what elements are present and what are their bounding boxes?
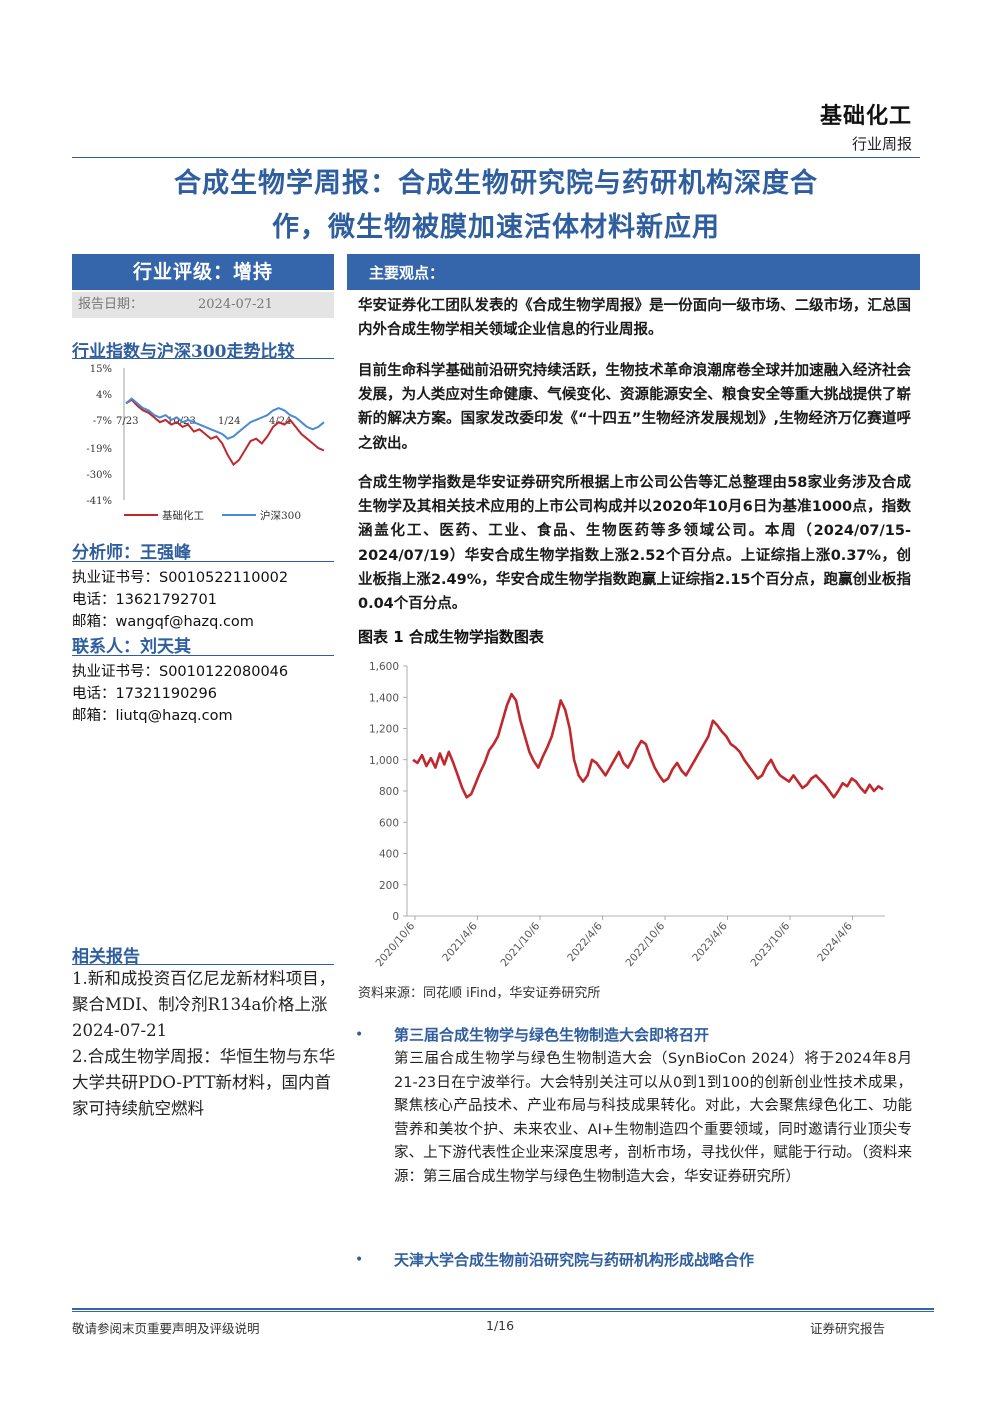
report-title: 合成生物学周报：合成生物研究院与药研机构深度合 作，微生物被膜加速活体材料新应用 [72, 162, 920, 250]
related-divider [72, 964, 334, 965]
y-tick-label: 800 [379, 786, 399, 798]
news-body: 第三届合成生物学与绿色生物制造大会（SynBioCon 2024）将于2024年… [394, 1051, 912, 1185]
x-tick-label: 4/24 [269, 416, 291, 427]
analyst-cert-number: S0010522110002 [159, 570, 289, 586]
x-tick-label: 2023/4/6 [690, 920, 730, 964]
analyst-cert: 执业证书号：S0010522110002 [72, 566, 288, 587]
related-report-item[interactable]: 1.新和成投资百亿尼龙新材料项目，聚合MDI、制冷剂R134a价格上涨 2024… [72, 969, 336, 1040]
series-line [125, 398, 325, 467]
y-tick-label: 1,600 [369, 661, 399, 673]
contact-cert-number: S0010122080046 [159, 664, 289, 680]
contact-cert-label: 执业证书号： [72, 664, 159, 680]
x-tick-label: 7/23 [116, 416, 138, 427]
title-line-1: 合成生物学周报：合成生物研究院与药研机构深度合 [174, 168, 818, 199]
analyst-email-address[interactable]: wangqf@hazq.com [115, 614, 254, 630]
analyst-phone: 电话：13621792701 [72, 588, 217, 609]
x-tick-label: 2022/10/6 [623, 920, 667, 969]
legend-label: 基础化工 [162, 509, 204, 522]
analyst-email-label: 邮箱： [72, 614, 116, 630]
date-label: 报告日期： [78, 297, 144, 312]
contact-divider [72, 655, 334, 656]
x-tick-label: 2024/4/6 [815, 920, 855, 964]
paragraph-intro: 华安证券化工团队发表的《合成生物学周报》是一份面向一级市场、二级市场，汇总国内外… [358, 298, 911, 339]
footer-disclaimer: 敬请参阅末页重要声明及评级说明 [72, 1321, 260, 1336]
y-tick-label: 600 [379, 817, 399, 829]
page-number: 1/16 [486, 1318, 515, 1333]
report-type: 行业周报 [851, 135, 912, 153]
x-tick-label: 2021/10/6 [498, 920, 542, 969]
title-line-2: 作，微生物被膜加速活体材料新应用 [272, 212, 720, 243]
y-tick-label: 1,000 [369, 755, 399, 767]
contact-phone: 电话：17321190296 [72, 682, 217, 703]
news-title[interactable]: 天津大学合成生物前沿研究院与药研机构形成战略合作 [394, 1251, 755, 1269]
y-tick-label: 400 [379, 849, 399, 861]
analyst-email: 邮箱：wangqf@hazq.com [72, 610, 254, 631]
news-title[interactable]: 第三届合成生物学与绿色生物制造大会即将召开 [394, 1026, 710, 1044]
contact-heading: 联系人：刘天其 [72, 637, 191, 657]
y-tick-label: -7% [93, 416, 112, 427]
footer-divider [72, 1308, 934, 1310]
related-reports-list: 1.新和成投资百亿尼龙新材料项目，聚合MDI、制冷剂R134a价格上涨 2024… [72, 966, 342, 1122]
contact-email-label: 邮箱： [72, 708, 116, 724]
rating-box: 行业评级：增持 [72, 254, 334, 290]
header-divider [72, 157, 920, 158]
report-category: 基础化工 [819, 103, 912, 129]
y-tick-label: 4% [96, 390, 112, 401]
figure-source: 资料来源：同花顺 iFind，华安证券研究所 [358, 986, 601, 1001]
synbio-index-chart: 0 200 400 600 800 1,000 1,200 1,400 1,600 2020/10… [369, 661, 885, 969]
series-line [125, 397, 325, 440]
bullet-icon: • [355, 1027, 364, 1043]
y-tick-label: 1,200 [369, 724, 399, 736]
footer-label: 证券研究报告 [810, 1321, 886, 1336]
x-tick-label: 2020/10/6 [373, 920, 417, 969]
x-tick-label: 2021/4/6 [440, 920, 480, 964]
trend-chart-divider [72, 358, 334, 359]
footer-divider-thin [72, 1311, 934, 1312]
related-report-item[interactable]: 2.合成生物学周报：华恒生物与东华大学共研PDO-PTT新材料，国内首家可持续航… [72, 1047, 336, 1118]
contact-cert: 执业证书号：S0010122080046 [72, 660, 288, 681]
main-points-heading: 主要观点： [347, 254, 920, 290]
y-tick-label: 200 [379, 880, 399, 892]
y-tick-label: 1,400 [369, 692, 399, 704]
related-reports-heading: 相关报告 [72, 947, 140, 967]
contact-email: 邮箱：liutq@hazq.com [72, 704, 233, 725]
analyst-heading: 分析师：王强峰 [72, 543, 191, 563]
report-date-box: 报告日期： 2024-07-21 [72, 292, 334, 318]
figure-title: 图表 1 合成生物学指数图表 [358, 628, 544, 646]
contact-phone-number: 17321190296 [115, 686, 217, 702]
y-tick-label: 0 [392, 911, 399, 923]
report-date: 2024-07-21 [198, 297, 273, 312]
x-tick-label: 1/24 [218, 416, 240, 427]
analyst-divider [72, 561, 334, 562]
trend-chart-title: 行业指数与沪深300走势比较 [72, 342, 295, 362]
bullet-icon: • [355, 1252, 364, 1268]
contact-email-address[interactable]: liutq@hazq.com [115, 708, 233, 724]
analyst-cert-label: 执业证书号： [72, 570, 159, 586]
index-line [412, 692, 884, 799]
y-tick-label: 15% [90, 364, 112, 375]
paragraph-index: 合成生物学指数是华安证券研究所根据上市公司公告等汇总整理由58家业务涉及合成生物… [358, 475, 911, 613]
y-tick-label: -19% [86, 444, 112, 455]
contact-phone-label: 电话： [72, 686, 116, 702]
y-tick-label: -41% [86, 496, 112, 507]
legend-label: 沪深300 [260, 509, 301, 522]
x-tick-label: 2023/10/6 [748, 920, 792, 969]
trend-chart: 15%4%-7%-19%-30%-41%7/23 10/23 1/24 4/24基础化… [86, 364, 325, 522]
paragraph-background: 目前生命科学基础前沿研究持续活跃，生物技术革命浪潮席卷全球并加速融入经济社会发展… [358, 363, 911, 452]
x-tick-label: 2022/4/6 [565, 920, 605, 964]
analyst-phone-label: 电话： [72, 592, 116, 608]
analyst-phone-number: 13621792701 [115, 592, 217, 608]
y-tick-label: -30% [86, 470, 112, 481]
